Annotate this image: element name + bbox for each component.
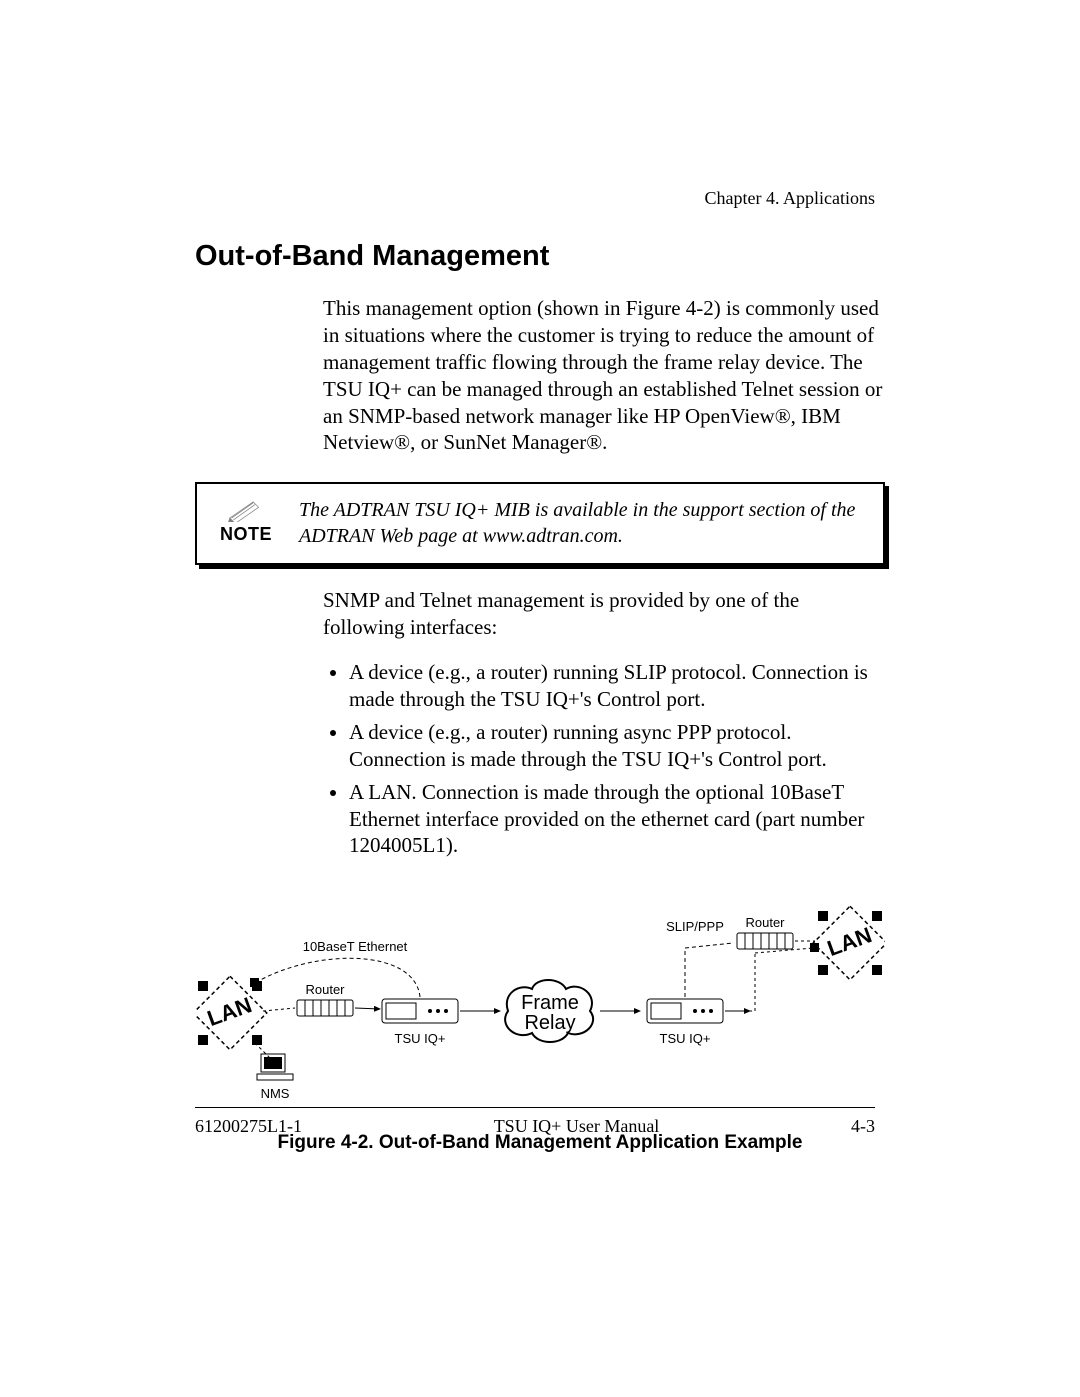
footer-right: 4-3 bbox=[851, 1116, 875, 1137]
tsu-left-label: TSU IQ+ bbox=[395, 1031, 446, 1046]
tsu-right-label: TSU IQ+ bbox=[660, 1031, 711, 1046]
footer-left: 61200275L1-1 bbox=[195, 1116, 302, 1137]
relay-label: Relay bbox=[524, 1012, 575, 1034]
paragraph-2: SNMP and Telnet management is provided b… bbox=[323, 587, 885, 641]
chapter-header: Chapter 4. Applications bbox=[705, 188, 875, 209]
tsu-left-icon: TSU IQ+ bbox=[382, 999, 458, 1046]
bullet-list: A device (e.g., a router) running SLIP p… bbox=[323, 659, 885, 859]
note-box: NOTE The ADTRAN TSU IQ+ MIB is available… bbox=[195, 482, 885, 565]
ten-baset-label: 10BaseT Ethernet bbox=[303, 939, 408, 954]
note-text: The ADTRAN TSU IQ+ MIB is available in t… bbox=[299, 498, 865, 549]
page: Chapter 4. Applications Out-of-Band Mana… bbox=[0, 0, 1080, 1397]
pencil-icon bbox=[228, 498, 264, 522]
list-item: A device (e.g., a router) running async … bbox=[349, 719, 885, 773]
frame-relay-cloud: Frame Relay bbox=[505, 980, 593, 1042]
router-left-icon: Router bbox=[297, 982, 353, 1016]
lan-left-label: LAN bbox=[204, 992, 255, 1031]
note-icon-wrap: NOTE bbox=[211, 498, 281, 545]
slip-ppp-label: SLIP/PPP bbox=[666, 919, 724, 934]
list-item: A LAN. Connection is made through the op… bbox=[349, 779, 885, 860]
paragraph-1: This management option (shown in Figure … bbox=[323, 295, 885, 456]
frame-label: Frame bbox=[521, 992, 579, 1014]
nms-icon: NMS bbox=[257, 1054, 293, 1101]
page-footer: 61200275L1-1 TSU IQ+ User Manual 4-3 bbox=[195, 1107, 875, 1137]
network-diagram: LAN LAN NMS bbox=[195, 893, 885, 1103]
router-left-label: Router bbox=[305, 982, 345, 997]
nms-label: NMS bbox=[261, 1086, 290, 1101]
list-item: A device (e.g., a router) running SLIP p… bbox=[349, 659, 885, 713]
footer-center: TSU IQ+ User Manual bbox=[494, 1116, 660, 1137]
tsu-right-icon: TSU IQ+ bbox=[647, 999, 723, 1046]
router-right-icon: Router bbox=[737, 915, 793, 949]
note-label: NOTE bbox=[220, 524, 272, 545]
lan-right-label: LAN bbox=[824, 922, 875, 961]
section-title: Out-of-Band Management bbox=[195, 240, 885, 273]
router-right-label: Router bbox=[745, 915, 785, 930]
